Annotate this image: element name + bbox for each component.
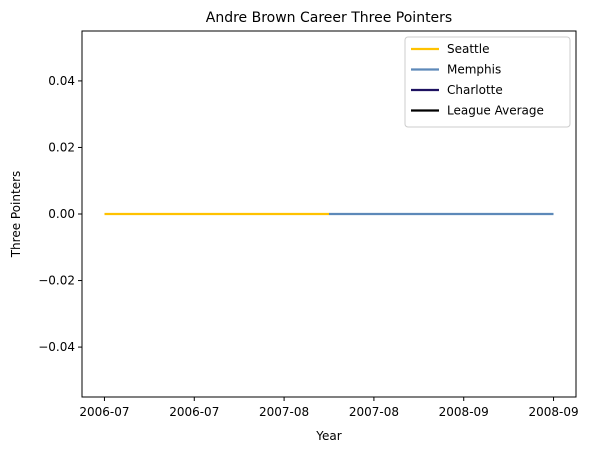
x-tick-label: 2008-09 (439, 405, 489, 419)
y-axis-label: Three Pointers (9, 171, 23, 259)
legend-label: Charlotte (447, 83, 503, 97)
x-axis-label: Year (315, 429, 341, 443)
y-tick-label: 0.04 (48, 74, 75, 88)
y-tick-label: 0.02 (48, 140, 75, 154)
y-tick-label: −0.02 (38, 274, 75, 288)
x-tick-label: 2006-07 (169, 405, 219, 419)
legend-label: League Average (447, 104, 544, 118)
y-axis: −0.04 −0.02 0.00 0.02 0.04 (38, 74, 82, 354)
x-tick-label: 2008-09 (528, 405, 578, 419)
legend-label: Seattle (447, 42, 489, 56)
legend-box (404, 36, 571, 128)
x-tick-label: 2007-08 (349, 405, 399, 419)
legend-label: Memphis (447, 63, 501, 77)
x-axis: 2006-07 2006-07 2007-08 2007-08 2008-09 2008-… (79, 397, 579, 419)
x-tick-label: 2006-07 (79, 405, 129, 419)
y-tick-label: 0.00 (48, 207, 75, 221)
legend: Seattle Memphis Charlotte League Average (404, 36, 571, 128)
x-tick-label: 2007-08 (259, 405, 309, 419)
chart-title: Andre Brown Career Three Pointers (206, 10, 452, 26)
y-tick-label: −0.04 (38, 340, 75, 354)
